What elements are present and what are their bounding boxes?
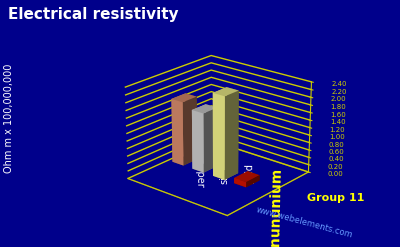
Text: Ohm m x 100,000,000: Ohm m x 100,000,000 xyxy=(4,64,14,173)
Text: Electrical resistivity: Electrical resistivity xyxy=(8,7,179,22)
Text: www.webelements.com: www.webelements.com xyxy=(255,205,353,240)
Text: Group 11: Group 11 xyxy=(307,193,365,203)
